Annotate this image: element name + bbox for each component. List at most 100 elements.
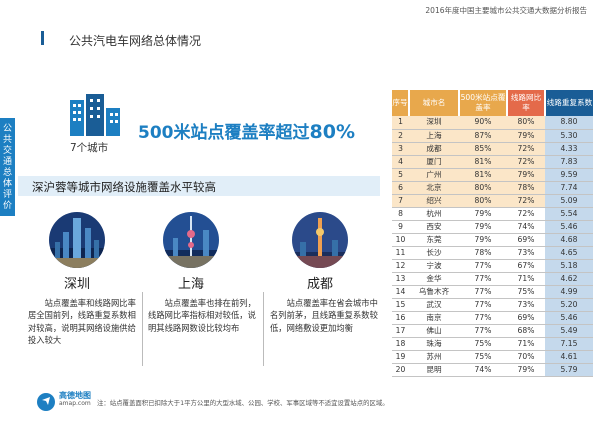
table-cell: 4.99 [545, 285, 593, 299]
table-cell: 72% [507, 194, 545, 208]
logo-text: 高德地图 [59, 391, 91, 400]
page-title: 公共汽电车网络总体情况 [69, 34, 202, 48]
table-row: 20 昆明 74% 79% 5.79 [392, 363, 593, 377]
table-cell: 73% [507, 246, 545, 260]
table-cell: 77% [459, 285, 507, 299]
table-cell: 90% [459, 116, 507, 130]
table-row: 8 杭州 79% 72% 5.54 [392, 207, 593, 221]
table-cell: 79% [507, 129, 545, 143]
table-cell: 7.15 [545, 337, 593, 351]
table-cell: 78% [507, 181, 545, 195]
table-cell: 75% [507, 285, 545, 299]
table-row: 1 深圳 90% 80% 8.80 [392, 116, 593, 130]
table-body: 1 深圳 90% 80% 8.80 2 上海 87% 79% 5.30 3 成都 85% 72% 4.33 4… [392, 116, 593, 377]
table-cell: 北京 [409, 181, 459, 195]
table-cell: 72% [507, 207, 545, 221]
table-cell: 67% [507, 259, 545, 273]
table-cell: 4.61 [545, 350, 593, 364]
table-cell: 87% [459, 129, 507, 143]
table-cell: 4.65 [545, 246, 593, 260]
table-cell: 厦门 [409, 155, 459, 169]
table-cell: 2 [392, 129, 409, 143]
city-desc-shenzhen: 站点覆盖率和线路网比率居全国前列，线路重复系数相对较高，说明其网络设施供给投入较… [28, 298, 136, 345]
headline: 500米站点覆盖率超过80% [138, 118, 355, 143]
table-row: 4 厦门 81% 72% 7.83 [392, 155, 593, 169]
table-cell: 79% [507, 363, 545, 377]
table-cell: 77% [459, 311, 507, 325]
table-cell: 西安 [409, 220, 459, 234]
table-header-cell: 城市名 [408, 90, 459, 116]
table-row: 18 珠海 75% 71% 7.15 [392, 337, 593, 351]
table-cell: 1 [392, 116, 409, 130]
table-cell: 72% [507, 155, 545, 169]
table-cell: 6 [392, 181, 409, 195]
table-cell: 77% [459, 259, 507, 273]
table-cell: 5.46 [545, 220, 593, 234]
shenzhen-photo [49, 212, 105, 268]
table-cell: 9.59 [545, 168, 593, 182]
table-cell: 4.62 [545, 272, 593, 286]
table-cell: 昆明 [409, 363, 459, 377]
table-cell: 东莞 [409, 233, 459, 247]
sidebar-label-char: 总 [2, 168, 12, 178]
sidebar-label-char: 交 [2, 146, 12, 156]
table-cell: 81% [459, 168, 507, 182]
city-name-shenzhen: 深圳 [63, 277, 90, 292]
sidebar-tab[interactable]: 公共交通总体评价 [0, 118, 15, 216]
footnote: 注：站点覆盖面积已扣除大于1平方公里的大型水域、公园、学校、军事区域等不适宜设置… [97, 399, 389, 407]
table-cell: 77% [459, 324, 507, 338]
table-cell: 79% [507, 168, 545, 182]
table-row: 15 武汉 77% 73% 5.20 [392, 298, 593, 312]
table-cell: 75% [459, 350, 507, 364]
table-header-cell: 线路网比率 [506, 90, 545, 116]
buildings-icon [70, 94, 120, 136]
logo-subtext: amap.com [59, 400, 91, 407]
table-cell: 苏州 [409, 350, 459, 364]
table-cell: 14 [392, 285, 409, 299]
table-row: 12 宁波 77% 67% 5.18 [392, 259, 593, 273]
table-cell: 5.46 [545, 311, 593, 325]
table-row: 6 北京 80% 78% 7.74 [392, 181, 593, 195]
table-cell: 19 [392, 350, 409, 364]
shanghai-photo [163, 212, 219, 268]
table-cell: 佛山 [409, 324, 459, 338]
table-header-cell: 序号 [392, 90, 409, 116]
table-cell: 5.54 [545, 207, 593, 221]
table-row: 2 上海 87% 79% 5.30 [392, 129, 593, 143]
table-cell: 79% [459, 233, 507, 247]
table-row: 3 成都 85% 72% 4.33 [392, 142, 593, 156]
table-cell: 74% [507, 220, 545, 234]
sidebar-label-char: 价 [2, 201, 12, 211]
subtitle-bar [18, 176, 380, 196]
table-cell: 5.09 [545, 194, 593, 208]
table-cell: 成都 [409, 142, 459, 156]
headline-prefix: 500米站点覆盖率超过 [138, 123, 310, 143]
table-cell: 广州 [409, 168, 459, 182]
table-cell: 4.33 [545, 142, 593, 156]
table-cell: 71% [507, 272, 545, 286]
table-row: 11 长沙 78% 73% 4.65 [392, 246, 593, 260]
table-cell: 71% [507, 337, 545, 351]
table-cell: 17 [392, 324, 409, 338]
table-cell: 77% [459, 272, 507, 286]
amap-logo [37, 393, 55, 411]
divider [142, 292, 143, 366]
table-cell: 74% [459, 363, 507, 377]
table-cell: 绍兴 [409, 194, 459, 208]
table-cell: 南京 [409, 311, 459, 325]
table-cell: 10 [392, 233, 409, 247]
table-cell: 18 [392, 337, 409, 351]
table-cell: 80% [459, 194, 507, 208]
table-cell: 宁波 [409, 259, 459, 273]
table-cell: 5.18 [545, 259, 593, 273]
table-cell: 上海 [409, 129, 459, 143]
table-cell: 深圳 [409, 116, 459, 130]
table-cell: 15 [392, 298, 409, 312]
sidebar-label-char: 体 [2, 179, 12, 189]
table-cell: 金华 [409, 272, 459, 286]
sidebar-label-char: 评 [2, 190, 12, 200]
city-desc-chengdu: 站点覆盖率在省会城市中名列前茅，且线路重复系数较低，网络敷设更加均衡 [270, 298, 378, 333]
table-cell: 5.30 [545, 129, 593, 143]
table-cell: 珠海 [409, 337, 459, 351]
table-row: 13 金华 77% 71% 4.62 [392, 272, 593, 286]
